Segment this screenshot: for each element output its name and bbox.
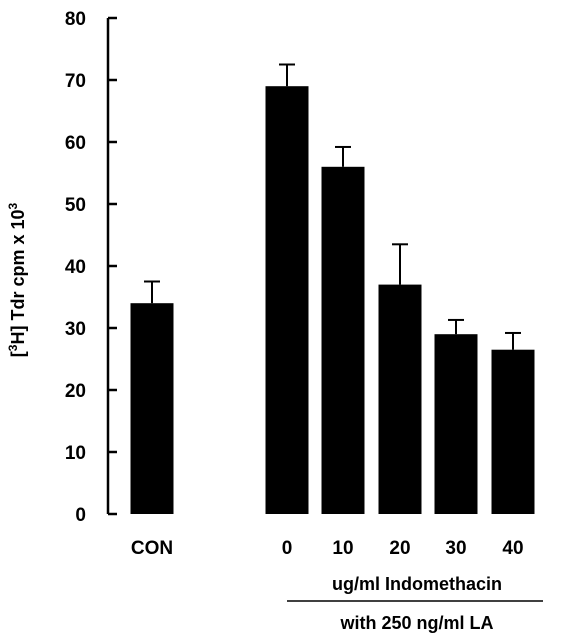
y-tick-label-50: 50 bbox=[65, 195, 86, 216]
x-tick-label-10: 10 bbox=[332, 538, 353, 559]
y-tick-label-60: 60 bbox=[65, 133, 86, 154]
x-tick-label-CON: CON bbox=[131, 538, 173, 559]
group-label-indomethacin: ug/ml Indomethacin bbox=[332, 574, 502, 594]
y-tick-label-10: 10 bbox=[65, 443, 86, 464]
axes: 0 10 20 30 40 50 60 70 80 bbox=[65, 9, 117, 526]
x-tick-labels: CON 0 10 20 30 40 bbox=[131, 538, 524, 559]
x-tick-label-20: 20 bbox=[389, 538, 410, 559]
error-bars bbox=[144, 63, 521, 350]
x-tick-label-40: 40 bbox=[502, 538, 523, 559]
y-axis-label: [3H] Tdr cpm x 103 bbox=[6, 202, 28, 357]
bar-CON bbox=[130, 303, 174, 514]
bar-20 bbox=[378, 284, 422, 514]
x-tick-label-0: 0 bbox=[282, 538, 293, 559]
y-tick-label-80: 80 bbox=[65, 9, 86, 30]
y-tick-label-70: 70 bbox=[65, 71, 86, 92]
y-tick-label-20: 20 bbox=[65, 381, 86, 402]
bar-40 bbox=[491, 349, 535, 514]
group-label-la: with 250 ng/ml LA bbox=[339, 613, 493, 633]
bar-30 bbox=[434, 334, 478, 514]
bars bbox=[130, 86, 535, 515]
bar-0 bbox=[265, 86, 309, 514]
y-tick-label-40: 40 bbox=[65, 257, 86, 278]
bar-10 bbox=[321, 166, 365, 515]
y-tick-label-0: 0 bbox=[75, 505, 86, 526]
x-tick-label-30: 30 bbox=[445, 538, 466, 559]
y-tick-label-30: 30 bbox=[65, 319, 86, 340]
y-ticks: 0 10 20 30 40 50 60 70 80 bbox=[65, 9, 117, 526]
